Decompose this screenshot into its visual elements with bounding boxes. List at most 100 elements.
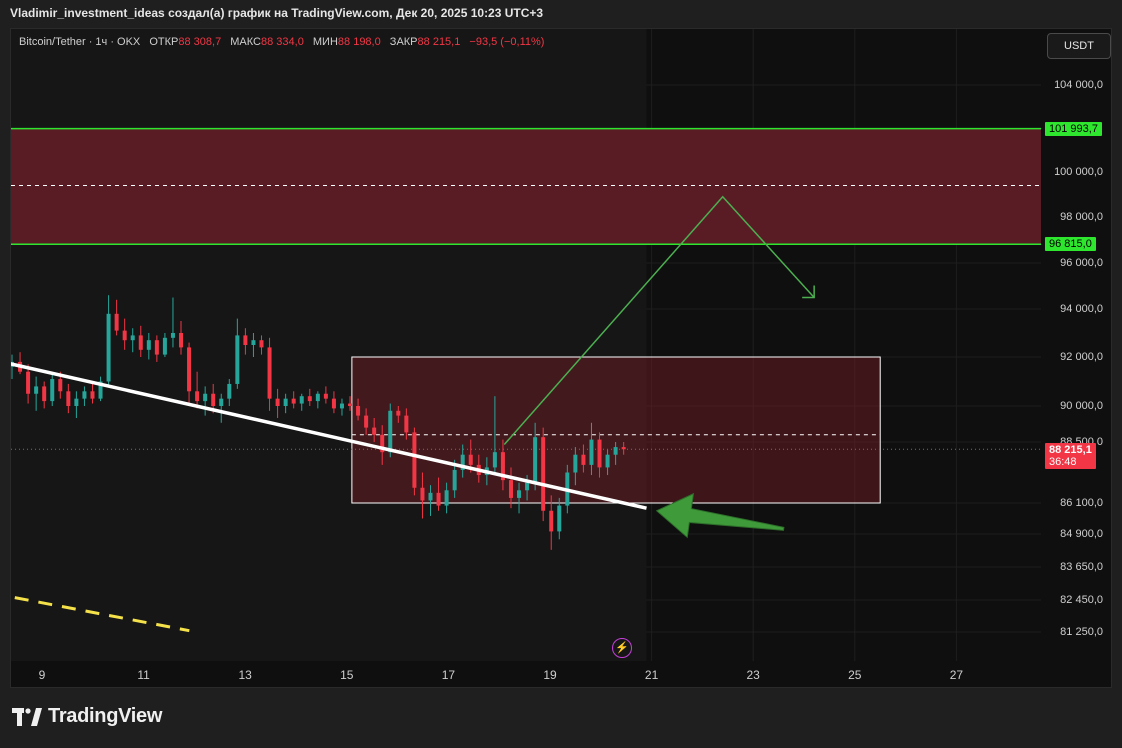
- time-tick-label: 13: [238, 668, 252, 682]
- currency-button[interactable]: USDT: [1047, 33, 1111, 59]
- range-box: [351, 356, 881, 504]
- time-tick-label: 15: [340, 668, 354, 682]
- candle-body: [557, 505, 562, 532]
- candle-body: [179, 333, 184, 348]
- resistance-zone: [11, 128, 1041, 245]
- candle-body: [146, 340, 151, 350]
- candle-body: [331, 398, 336, 409]
- time-tick-label: 17: [441, 668, 456, 682]
- candle-body: [396, 410, 401, 416]
- projection-path: [503, 195, 815, 446]
- price-level-tag: 101 993,7: [1045, 121, 1102, 136]
- candle-body: [50, 379, 55, 402]
- candle-body: [460, 454, 465, 470]
- candle-body: [605, 454, 610, 468]
- candle-body: [549, 510, 554, 532]
- candle-body: [82, 391, 87, 399]
- time-tick-label: 11: [137, 668, 150, 682]
- symbol-label[interactable]: Bitcoin/Tether · 1ч · OKX: [19, 36, 141, 48]
- high-label: МАКС: [230, 36, 261, 48]
- candle-body: [597, 439, 602, 468]
- candle-body: [404, 415, 409, 433]
- last-price-value: 88 215,1: [1049, 444, 1092, 457]
- close-label: ЗАКР: [389, 36, 418, 48]
- time-tick-label: 19: [543, 668, 557, 682]
- candle-body: [356, 406, 361, 416]
- time-axis[interactable]: 9 11 13 15 17 19 21 23 25 27: [11, 661, 1041, 689]
- tradingview-logo[interactable]: TradingView: [12, 705, 162, 728]
- candle-body: [275, 398, 280, 406]
- candle-body: [613, 447, 618, 455]
- candle-body: [412, 432, 417, 488]
- tradingview-logo-icon: [12, 707, 42, 726]
- candle-body: [114, 313, 119, 331]
- ohlc-legend: Bitcoin/Tether · 1ч · OKX ОТКР88 308,7 М…: [19, 36, 544, 48]
- price-tick-label: 84 900,0: [1060, 528, 1103, 540]
- candle-body: [227, 383, 232, 399]
- candle-body: [66, 391, 71, 406]
- candle-body: [58, 379, 63, 392]
- candle-body: [573, 454, 578, 473]
- candle-body: [283, 398, 288, 406]
- trend-line: [11, 362, 647, 510]
- lightning-bolt-icon[interactable]: ⚡: [612, 638, 632, 658]
- candle-body: [525, 482, 530, 491]
- price-axis[interactable]: 104 000,0 100 000,0 98 000,0 96 000,0 94 000…: [1041, 29, 1113, 689]
- candle-body: [122, 330, 127, 341]
- candle-body: [323, 393, 328, 399]
- candle-body: [420, 487, 425, 501]
- time-tick-label: 27: [949, 668, 964, 682]
- candle-body: [259, 340, 264, 348]
- time-tick-label: 25: [848, 668, 862, 682]
- candle-body: [468, 454, 473, 465]
- candle-body: [621, 447, 626, 450]
- candle-body: [492, 452, 497, 468]
- price-tick-label: 98 000,0: [1060, 211, 1103, 223]
- price-tick-label: 82 450,0: [1060, 594, 1103, 606]
- candle-body: [364, 415, 369, 428]
- candle-body: [339, 403, 344, 409]
- candle-body: [267, 347, 272, 399]
- candle-body: [517, 490, 522, 498]
- candle-body: [307, 396, 312, 402]
- candle-body: [42, 386, 47, 402]
- candle-body: [541, 437, 546, 511]
- candle-body: [348, 403, 353, 406]
- price-tick-label: 96 000,0: [1060, 257, 1103, 269]
- candle-body: [500, 452, 505, 481]
- candle-body: [106, 313, 111, 382]
- plot-area[interactable]: [11, 29, 1041, 661]
- candle-body: [533, 437, 538, 483]
- time-tick-label: 9: [38, 668, 46, 682]
- candle-body: [315, 393, 320, 402]
- close-value: 88 215,1: [417, 36, 461, 48]
- candle-body: [372, 427, 377, 435]
- price-tick-label: 100 000,0: [1054, 166, 1103, 178]
- candle-body: [380, 434, 385, 453]
- price-tick-label: 94 000,0: [1060, 303, 1103, 315]
- price-tick-label: 90 000,0: [1060, 400, 1103, 412]
- chart-author-header: Vladimir_investment_ideas создал(а) граф…: [10, 6, 544, 20]
- candle-body: [187, 347, 192, 392]
- time-tick-label: 23: [746, 668, 760, 682]
- low-value: 88 198,0: [337, 36, 381, 48]
- price-chart[interactable]: [11, 29, 1041, 661]
- candle-body: [235, 335, 240, 384]
- projection-arrowhead: [802, 285, 815, 299]
- candle-body: [388, 410, 393, 453]
- brand-name: TradingView: [48, 705, 163, 727]
- price-tick-label: 104 000,0: [1054, 79, 1103, 91]
- price-tick-label: 92 000,0: [1060, 351, 1103, 363]
- candle-body: [162, 337, 167, 355]
- low-label: МИН: [312, 36, 338, 48]
- price-level-tag: 96 815,0: [1045, 237, 1096, 252]
- candle-body: [138, 335, 143, 350]
- chart-panel[interactable]: Bitcoin/Tether · 1ч · OKX ОТКР88 308,7 М…: [10, 28, 1112, 688]
- last-price-tag: 88 215,1 36:48: [1045, 443, 1096, 470]
- candle-body: [452, 469, 457, 491]
- candle-countdown: 36:48: [1049, 456, 1077, 469]
- candle-body: [170, 333, 175, 338]
- candle-body: [589, 439, 594, 465]
- price-tick-label: 86 100,0: [1060, 497, 1103, 509]
- candle-body: [428, 492, 433, 501]
